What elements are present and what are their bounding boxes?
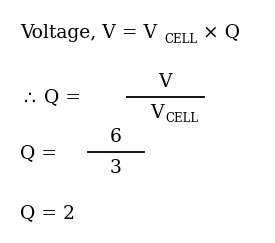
Text: V: V (151, 104, 164, 122)
Text: 6: 6 (110, 128, 122, 146)
Text: Q = 2: Q = 2 (20, 204, 75, 222)
Text: CELL: CELL (165, 112, 198, 125)
Text: × Q: × Q (197, 24, 240, 42)
Text: Q =: Q = (20, 144, 57, 162)
Text: V: V (158, 73, 172, 91)
Text: Voltage, V = V: Voltage, V = V (20, 24, 158, 42)
Text: $\therefore$: $\therefore$ (20, 88, 37, 106)
Text: CELL: CELL (164, 33, 197, 46)
Text: Q =: Q = (43, 88, 81, 106)
Text: 3: 3 (110, 159, 122, 177)
